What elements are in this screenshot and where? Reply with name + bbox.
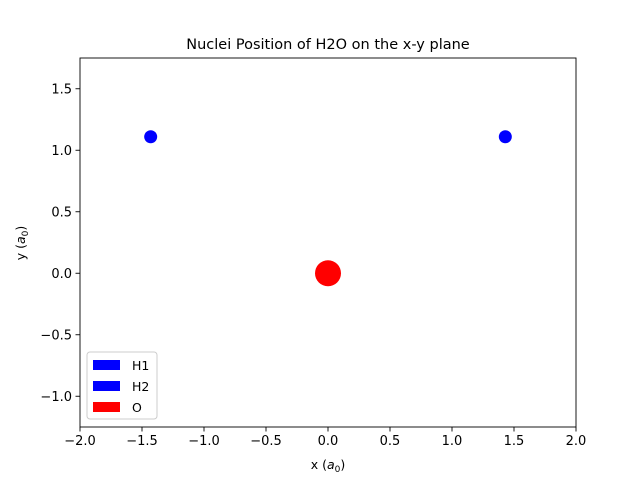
y-axis-label-end: ) [13,226,28,231]
x-axis-label-end: ) [340,457,345,472]
y-tick-label: −1.0 [40,390,72,405]
x-axis-label-symbol: a [327,457,335,472]
x-tick-label: 1.5 [504,434,525,449]
y-tick-label: 1.5 [51,82,72,97]
x-tick-label: 1.0 [442,434,463,449]
x-axis-label: x (a0) [311,457,346,475]
y-axis-label-subscript: 0 [21,230,31,236]
x-axis-ticks: −2.0 −1.5 −1.0 −0.5 0.0 0.5 1.0 1.5 2.0 [64,427,586,449]
y-tick-label: 0.0 [51,267,72,282]
x-tick-label: 0.5 [380,434,401,449]
legend-swatch-h1 [93,360,120,370]
y-tick-label: 1.0 [51,144,72,159]
y-tick-label: −0.5 [40,328,72,343]
y-axis-label-main: y ( [13,244,28,260]
marker-h1 [144,130,158,144]
y-tick-label: 0.5 [51,205,72,220]
y-axis-label-symbol: a [13,236,28,244]
plot-area [79,57,577,428]
legend-swatch-o [93,402,120,412]
x-tick-label: −1.5 [126,434,158,449]
x-tick-label: −1.0 [188,434,220,449]
chart-title: Nuclei Position of H2O on the x-y plane [186,37,470,53]
x-tick-label: −2.0 [64,434,96,449]
legend-label-h2: H2 [132,379,149,394]
legend-swatch-h2 [93,381,120,391]
marker-o [315,260,341,287]
y-axis-ticks: −1.0 −0.5 0.0 0.5 1.0 1.5 [40,82,80,405]
x-tick-label: 0.0 [318,434,339,449]
y-axis-label: y (a0) [13,226,31,261]
legend-label-o: O [132,400,142,415]
x-tick-label: −0.5 [250,434,282,449]
plot-frame [79,57,577,428]
x-axis-label-subscript: 0 [335,465,341,475]
marker-h2 [498,130,512,144]
legend: H1 H2 O [86,351,158,420]
data-markers [144,130,512,287]
x-tick-label: 2.0 [566,434,587,449]
x-axis-label-main: x ( [311,457,327,472]
legend-label-h1: H1 [132,358,149,373]
